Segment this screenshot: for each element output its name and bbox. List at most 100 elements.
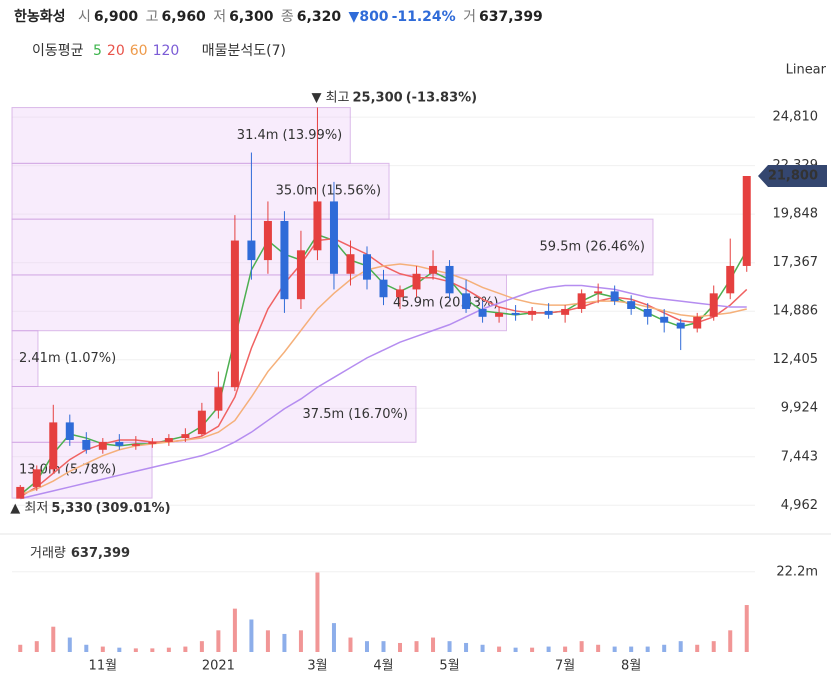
volume-bar [596,644,601,652]
volume-bar [530,647,535,652]
candle-body [230,240,239,388]
volume-bar [117,647,122,652]
volume-bar [298,630,303,652]
volume-bar [166,647,171,652]
volume-bar [100,646,105,652]
candle-body [742,176,751,266]
candle-body [478,308,487,317]
volume-bar [579,641,584,652]
candle-body [16,486,25,499]
profile-label: 59.5m (26.46%) [540,240,645,255]
high-annotation: ▼ 최고 25,300 (-13.83%) [311,90,477,105]
candle-body [280,220,289,300]
volume-bar [133,648,138,652]
profile-label: 2.41m (1.07%) [19,351,116,366]
y-tick-label: 17,367 [773,255,819,270]
candle-body [82,440,91,450]
volume-title: 거래량 637,399 [30,546,130,561]
candle-body [164,438,173,442]
ma-line [20,263,747,496]
volume-bar [645,646,650,652]
candle-body [561,308,570,315]
x-tick-label: 3월 [307,659,327,674]
value: 6,320 [296,9,342,25]
candle-body [296,250,305,300]
volume-bar [662,644,667,652]
scale-label: Linear [786,63,827,78]
value: 6,900 [93,9,139,25]
y-tick-label: 24,810 [773,110,819,125]
legend-entry: 60 [129,43,148,59]
candle-body [495,312,504,317]
last-price-tag [758,165,827,187]
candle-body [396,289,405,298]
y-tick-label: 14,886 [773,304,819,319]
down-arrow: ▼ [348,9,360,25]
y-tick-label: 12,405 [773,352,819,367]
candle-body [412,273,421,290]
legend-entry: 120 [152,43,180,59]
x-tick-label: 7월 [555,659,575,674]
low-change: (309.01%) [95,501,170,516]
candle-body [462,293,471,309]
volume-bar [183,646,188,652]
profile-label: 31.4m (13.99%) [237,128,342,143]
volume-bar [728,630,733,652]
candle-body [660,316,669,323]
value: 6,960 [161,9,206,25]
profile-bar [11,274,507,332]
volume-bar [464,642,469,652]
volume-bar [282,633,287,652]
candle-body [676,322,685,329]
stock-name: 한농화성 [14,9,66,25]
candle-body [32,469,41,487]
candle-body [511,312,520,315]
volume-bar [199,641,204,652]
volume-bar [563,646,568,652]
candle-body [594,291,603,294]
candle-body [726,265,735,294]
candle-body [98,441,107,450]
volume-bar [678,641,683,652]
volume-bar [513,647,518,652]
candle-body [445,265,454,294]
legend: 5 20 60 120 [93,43,184,59]
volume-bar [249,619,254,652]
volume-bar [711,641,716,652]
legend-entry: 5 [92,43,102,59]
candle-body [197,410,206,435]
y-tick-label: 9,924 [781,401,818,416]
candle-body [131,443,140,446]
volume-title-value: 637,399 [71,546,130,561]
ma-label: 이동평균 [32,43,84,59]
profile-label: 45.9m (20.43%) [393,295,498,310]
candle-body [65,422,74,440]
y-tick-label: 7,443 [781,449,818,464]
candle-body [577,293,586,309]
value: 6,300 [229,9,274,25]
ma-line [20,284,747,500]
low-annotation: ▲ 최저 5,330 (309.01%) [10,501,170,516]
candle-body [313,201,322,251]
volume-bar [84,644,89,652]
value: 637,399 [479,9,543,25]
profile-bar [11,107,351,164]
arrow: ▲ [10,501,24,516]
volume-bar [331,623,336,652]
candle-body [346,254,355,274]
profile-bar [11,162,390,220]
label: 고 [145,9,159,25]
indicator-bar: 이동평균 5 20 60 120 매물분석도(7) [32,40,291,60]
candle-body [329,201,338,274]
legend-entry: 20 [106,43,125,59]
candle-body [247,240,256,261]
candle-body [362,254,371,280]
volume-bar [431,637,436,652]
last-price-label: 21,800 [768,169,818,184]
candle-body [643,308,652,317]
candle-body [263,220,272,261]
label: 시 [77,9,91,25]
volume-bar [480,644,485,652]
